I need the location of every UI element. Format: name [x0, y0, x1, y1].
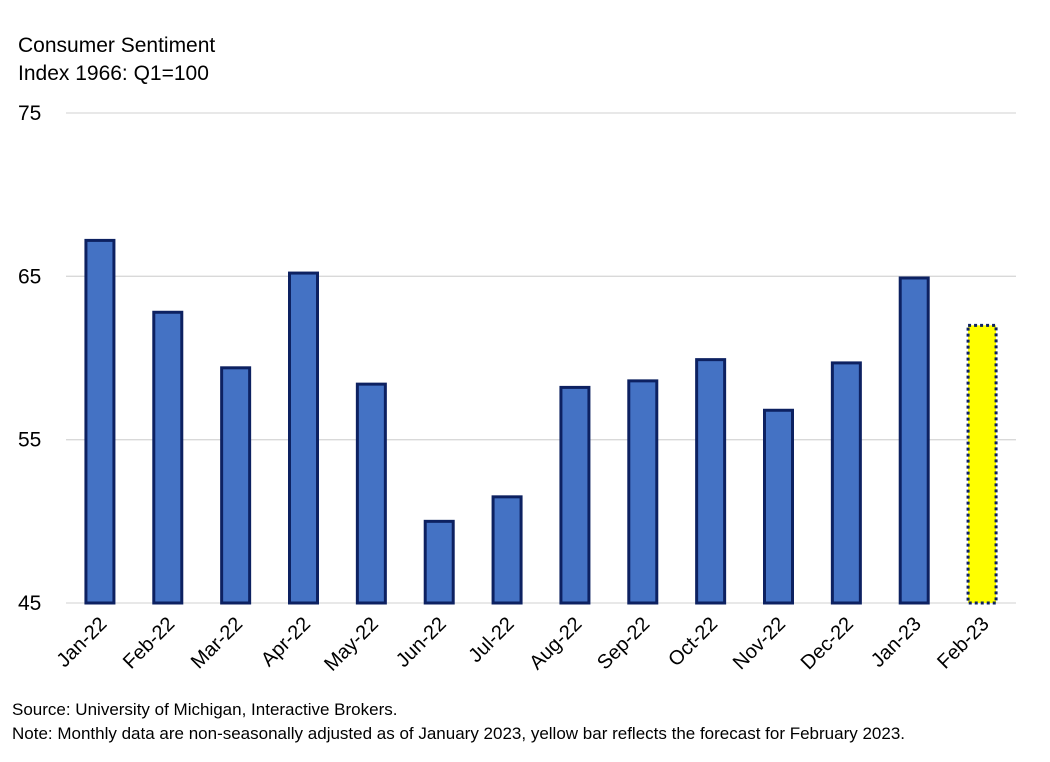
x-tick-label: Jun-22 — [392, 613, 451, 672]
bars — [84, 238, 998, 605]
y-axis-title-line2: Index 1966: Q1=100 — [18, 62, 209, 85]
bar — [355, 382, 387, 605]
y-axis-title-line1: Consumer Sentiment — [18, 34, 216, 57]
source-note: Source: University of Michigan, Interact… — [12, 700, 398, 719]
bar — [152, 310, 184, 605]
forecast-bar — [966, 323, 998, 605]
bar — [288, 271, 319, 605]
x-axis-ticks: Jan-22 Feb-22 Mar-22 Apr-22 May-22 Jun-22 Jul-… — [53, 613, 994, 676]
bar — [491, 495, 523, 605]
bar — [84, 238, 116, 605]
y-tick-label: 65 — [18, 265, 41, 288]
x-tick-label: May-22 — [320, 613, 383, 676]
bar — [898, 276, 930, 605]
x-tick-label: Nov-22 — [729, 613, 790, 674]
bar — [830, 361, 862, 605]
y-tick-label: 45 — [18, 592, 41, 615]
bar — [559, 385, 591, 605]
x-tick-label: Jan-22 — [53, 613, 112, 672]
y-tick-label: 55 — [18, 429, 41, 452]
explanatory-note: Note: Monthly data are non-seasonally ad… — [12, 724, 905, 743]
x-tick-label: Oct-22 — [664, 613, 722, 671]
bar — [695, 358, 727, 605]
bar — [423, 519, 455, 605]
bar — [627, 379, 659, 605]
bar — [763, 408, 794, 605]
x-tick-label: Mar-22 — [187, 613, 247, 673]
x-tick-label: Jan-23 — [867, 613, 926, 672]
y-tick-label: 75 — [18, 102, 41, 125]
x-tick-label: Jul-22 — [465, 613, 519, 667]
y-axis-ticks: 45 55 65 75 — [18, 102, 41, 615]
x-tick-label: Aug-22 — [525, 613, 586, 674]
x-tick-label: Apr-22 — [257, 613, 315, 671]
x-tick-label: Dec-22 — [797, 613, 858, 674]
x-tick-label: Feb-23 — [933, 613, 993, 673]
gridlines — [66, 112, 1016, 604]
x-tick-label: Feb-22 — [119, 613, 179, 673]
x-tick-label: Sep-22 — [593, 613, 654, 674]
bar — [220, 366, 252, 605]
